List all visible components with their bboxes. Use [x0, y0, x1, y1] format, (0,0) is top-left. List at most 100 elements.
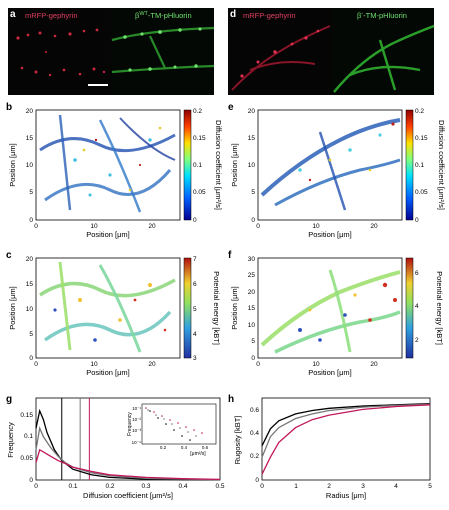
panel-b-cticks: 0.2 0.15 0.1 0.05 0 [193, 108, 206, 224]
panel-h-letter: h [228, 394, 234, 405]
svg-text:0.4: 0.4 [181, 445, 188, 450]
svg-text:20: 20 [370, 361, 378, 368]
svg-text:5: 5 [29, 331, 33, 338]
svg-text:0.15: 0.15 [193, 135, 206, 142]
panel-a-green-puncta [123, 27, 202, 72]
panel-e-colorbar-label: Diffusion coefficient [μm²/s] [437, 120, 446, 210]
svg-text:15: 15 [248, 135, 256, 142]
panel-d-red-label: mRFP-gephyrin [243, 11, 296, 20]
svg-text:10⁻⁴: 10⁻⁴ [132, 440, 141, 445]
panel-h-series-1 [261, 403, 431, 458]
panel-h-ylabel: Rugosity [kBT] [233, 416, 242, 465]
panel-f-yticks: 30 25 20 15 10 5 0 [248, 256, 256, 362]
panel-g-inset-axes [141, 403, 217, 445]
panel-c-letter: c [6, 250, 12, 261]
panel-h-plot [261, 403, 431, 475]
svg-text:15: 15 [248, 305, 256, 312]
svg-text:20: 20 [248, 289, 256, 296]
panel-d-red-dendrites [231, 25, 331, 91]
svg-text:5: 5 [193, 306, 197, 313]
panel-g-series-2 [35, 448, 221, 481]
svg-text:6: 6 [193, 281, 197, 288]
panel-d-red-puncta [240, 29, 320, 78]
svg-text:0.6: 0.6 [250, 407, 259, 414]
svg-text:0.05: 0.05 [415, 189, 428, 196]
svg-text:0.4: 0.4 [250, 430, 259, 437]
svg-text:0: 0 [256, 361, 260, 368]
panel-f-letter: f [228, 250, 232, 261]
panel-h-axes [261, 397, 431, 481]
svg-text:0: 0 [34, 223, 38, 230]
svg-text:0: 0 [29, 477, 33, 484]
panel-b-xlabel: Position [μm] [86, 230, 130, 239]
panel-b-diffusion-map [39, 114, 176, 213]
panel-g-ylabel: Frequency [6, 422, 15, 458]
panel-a-letter: a [10, 9, 16, 20]
panel-a-green-label: βWT-TM-pHluorin [135, 11, 192, 20]
panel-f-colorbar-label: Potential energy [kBT] [435, 271, 444, 345]
panel-h-yticks: 0.6 0.4 0.2 0 [250, 407, 259, 484]
svg-text:0.5: 0.5 [215, 483, 224, 490]
svg-text:0.6: 0.6 [202, 445, 209, 450]
svg-text:0.1: 0.1 [24, 433, 33, 440]
panel-d-letter: d [230, 9, 236, 20]
panel-f-ylabel: Position [μm] [230, 286, 239, 330]
panel-c-colorbar [183, 257, 192, 359]
svg-text:0.1: 0.1 [68, 483, 77, 490]
svg-text:0.05: 0.05 [20, 455, 33, 462]
svg-text:1: 1 [294, 483, 298, 490]
svg-text:0.15: 0.15 [20, 412, 33, 419]
svg-text:0: 0 [260, 483, 264, 490]
svg-text:0: 0 [255, 477, 259, 484]
svg-text:4: 4 [415, 303, 419, 310]
svg-text:0: 0 [34, 483, 38, 490]
panel-e-xticks: 0 10 20 [256, 223, 378, 230]
panel-f: f 30 25 20 15 10 5 0 0 10 20 Position [μ… [228, 250, 444, 377]
panel-g-inset-xlabel: [μm²/s] [190, 451, 206, 457]
svg-text:3: 3 [193, 355, 197, 362]
panel-g-inset-xticks: 0.2 0.4 0.6 [160, 445, 209, 450]
panel-h-xticks: 0 1 2 3 4 5 [260, 483, 432, 490]
svg-text:4: 4 [193, 331, 197, 338]
panel-f-colorbar [405, 257, 414, 359]
panel-c-xticks: 0 10 20 [34, 361, 156, 368]
panel-f-xlabel: Position [μm] [308, 368, 352, 377]
panel-b-colorbar-label: Diffusion coefficient [μm²/s] [214, 120, 223, 210]
panel-b-xticks: 0 10 20 [34, 223, 156, 230]
panel-g-yticks: 0.15 0.1 0.05 0 [20, 412, 33, 484]
panel-c-potential-map [39, 261, 176, 353]
panel-c-xlabel: Position [μm] [86, 368, 130, 377]
svg-text:0.05: 0.05 [193, 189, 206, 196]
panel-d-green-label: β--TM-pHluorin [357, 11, 407, 20]
panel-g: g 0.15 0.1 0.05 0 0 0.1 0.2 0.3 0.4 0.5 … [6, 394, 225, 500]
svg-text:10: 10 [26, 306, 34, 313]
panel-f-axes [257, 257, 403, 359]
panel-c-ylabel: Position [μm] [8, 286, 17, 330]
panel-b-yticks: 20 15 10 5 0 [26, 108, 34, 224]
panel-g-xticks: 0 0.1 0.2 0.3 0.4 0.5 [34, 483, 225, 490]
svg-text:10: 10 [90, 223, 98, 230]
svg-text:0.3: 0.3 [141, 483, 150, 490]
panel-d: d mRFP-gephyrin β--TM-pHluorin [228, 8, 435, 95]
panel-g-xlabel: Diffusion coefficient [μm²/s] [83, 491, 173, 500]
panel-c-cticks: 7 6 5 4 3 [193, 256, 197, 362]
svg-text:10: 10 [248, 322, 256, 329]
panel-e-yticks: 20 15 10 5 0 [248, 108, 256, 224]
svg-text:25: 25 [248, 272, 256, 279]
panel-a-green-image [111, 8, 214, 95]
panel-c: c 20 15 10 5 0 0 10 20 Position [μm] Pos… [6, 250, 221, 377]
panel-e-xlabel: Position [μm] [308, 230, 352, 239]
panel-c-colorbar-label: Potential energy [kBT] [212, 271, 221, 345]
svg-text:0.4: 0.4 [178, 483, 187, 490]
panel-e: e 20 15 10 5 0 0 10 20 Position [μm] Pos… [228, 102, 446, 239]
panel-h-series-0 [261, 403, 431, 447]
svg-text:0.2: 0.2 [105, 483, 114, 490]
panel-a-red-puncta [16, 28, 106, 77]
panel-f-xticks: 0 10 20 [256, 361, 378, 368]
panel-b-colorbar [183, 109, 192, 221]
svg-text:20: 20 [370, 223, 378, 230]
panel-e-ylabel: Position [μm] [230, 143, 239, 187]
svg-text:15: 15 [26, 281, 34, 288]
svg-text:0: 0 [193, 217, 197, 224]
